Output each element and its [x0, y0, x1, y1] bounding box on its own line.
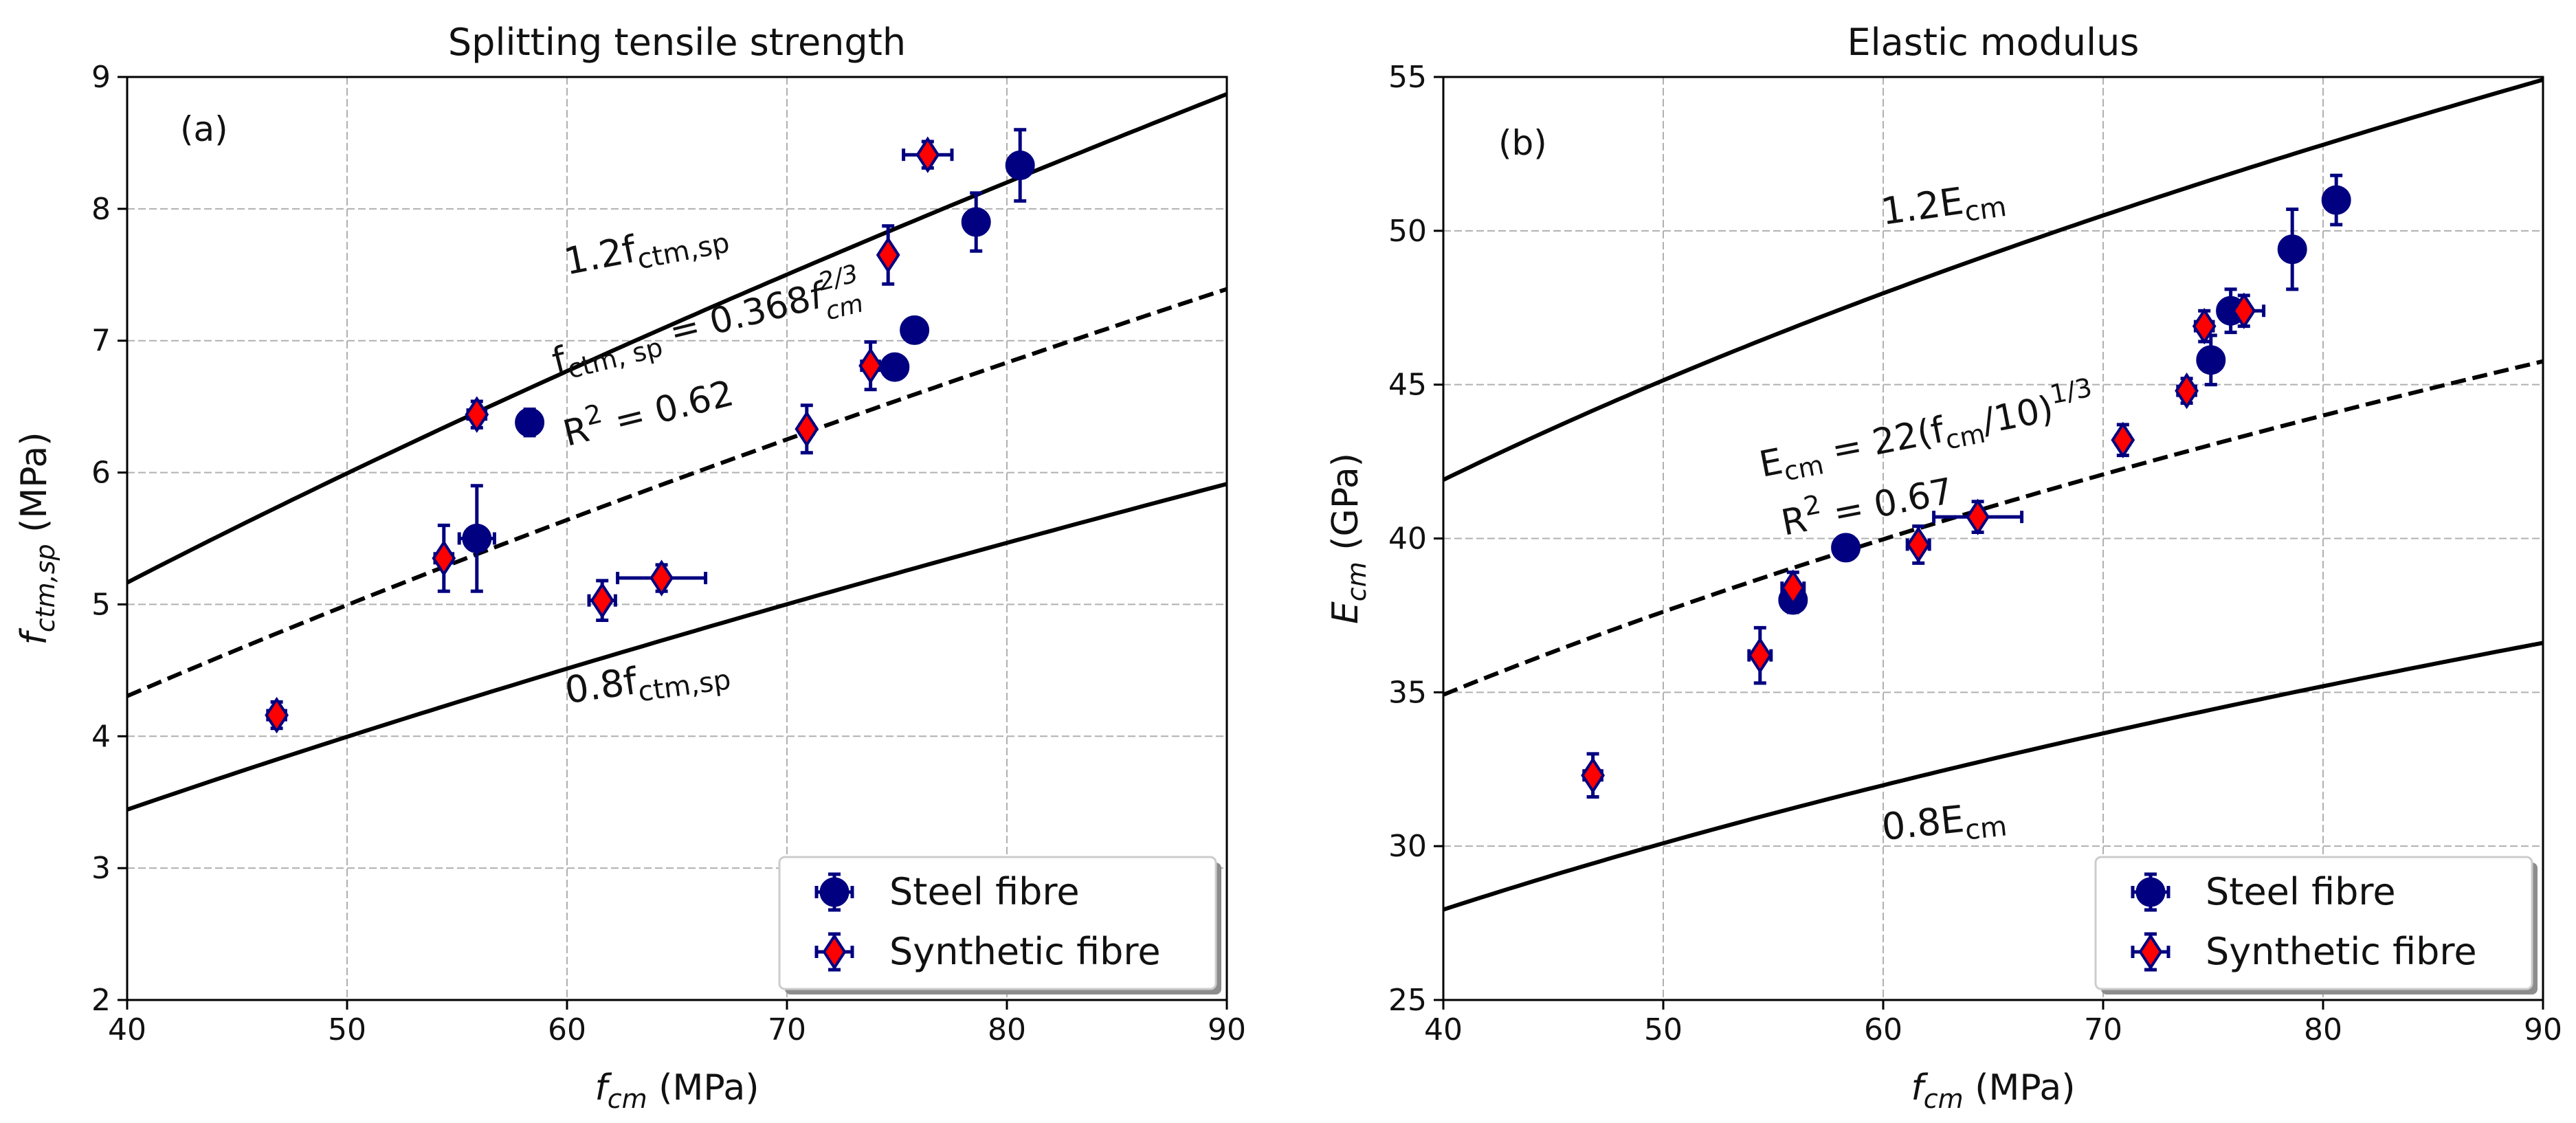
data-point-steel [880, 352, 910, 382]
data-point-synthetic [858, 347, 882, 384]
curve-lower-bound [127, 482, 1227, 812]
data-point-synthetic [1906, 526, 1931, 564]
legend-marker-synthetic [2138, 933, 2163, 970]
curve-fit [1443, 359, 2543, 697]
data-point-synthetic [649, 559, 674, 597]
y-tick-label: 7 [91, 324, 111, 359]
x-tick-label: 90 [2524, 1012, 2562, 1047]
y-tick-label: 45 [1388, 368, 1427, 403]
data-point-steel [900, 315, 930, 345]
y-axis-label: Ecm (GPa) [1325, 453, 1372, 624]
data-point-synthetic [915, 136, 940, 173]
panel-label: (b) [1498, 123, 1547, 163]
legend: Steel fibre Synthetic fibre [778, 856, 1221, 994]
y-tick-label: 2 [91, 983, 111, 1018]
data-point-synthetic [1966, 498, 1990, 535]
panel-a: 40 50 60 70 80 90 2 3 4 5 6 7 8 9 Splitting tensile st… [14, 21, 1246, 1114]
y-tick-label: 50 [1388, 214, 1427, 249]
x-tick-label: 80 [988, 1012, 1026, 1047]
data-point-synthetic [2175, 372, 2199, 410]
data-point-synthetic [1781, 569, 1806, 606]
chart-title: Splitting tensile strength [448, 21, 906, 64]
x-tick-label: 40 [108, 1012, 146, 1047]
annotation-upper-bound: 1.2Ecm [1878, 173, 2008, 239]
axes-frame [126, 76, 1228, 1001]
data-point-synthetic [2111, 421, 2135, 458]
y-tick-label: 35 [1388, 675, 1427, 710]
series-synthetic [1581, 292, 2266, 799]
data-point-synthetic [2192, 307, 2217, 345]
y-tick-label: 30 [1388, 829, 1427, 864]
data-point-synthetic [590, 582, 614, 619]
panel-b: 40 50 60 70 80 90 25 30 35 40 45 50 55 Elastic modulu… [1325, 21, 2562, 1114]
legend-box [778, 856, 1217, 990]
x-axis-label: fcm (MPa) [595, 1067, 759, 1114]
data-point-steel [2196, 345, 2226, 375]
x-tick-label: 40 [1424, 1012, 1463, 1047]
x-tick-label: 60 [1864, 1012, 1902, 1047]
y-tick-label: 25 [1388, 983, 1427, 1018]
y-tick-label: 55 [1388, 60, 1427, 95]
annotation-upper-bound: 1.2fctm,sp [560, 210, 732, 290]
data-point-steel [462, 524, 492, 553]
y-tick-label: 3 [91, 851, 111, 886]
x-tick-label: 70 [768, 1012, 806, 1047]
data-point-steel [1005, 151, 1035, 181]
data-point-synthetic [265, 696, 289, 734]
data-point-steel [2321, 185, 2351, 215]
data-point-synthetic [2232, 292, 2256, 329]
y-tick-label: 6 [91, 456, 111, 491]
y-tick-label: 40 [1388, 522, 1427, 557]
series-synthetic [265, 136, 954, 734]
x-tick-label: 80 [2304, 1012, 2342, 1047]
y-tick-label: 4 [91, 719, 111, 754]
x-tick-label: 50 [328, 1012, 366, 1047]
data-point-synthetic [1748, 636, 1773, 674]
legend-label: Steel fibre [889, 870, 1080, 913]
series-steel [457, 128, 1035, 593]
legend-label: Synthetic fibre [2206, 930, 2477, 973]
x-tick-label: 50 [1644, 1012, 1683, 1047]
data-point-steel [2277, 234, 2307, 265]
y-tick-label: 8 [91, 192, 111, 227]
annotation-fit-equation: fctm, sp = 0.368f2/3cm [546, 260, 868, 393]
y-tick-label: 5 [91, 587, 111, 622]
curve-lower-bound [1443, 641, 2543, 912]
data-point-steel [515, 408, 545, 438]
chart-title: Elastic modulus [1847, 21, 2140, 64]
data-point-steel [961, 207, 991, 237]
annotation-lower-bound: 0.8Ecm [1880, 793, 2009, 856]
annotation-fit-equation: Ecm = 22(fcm/10)1/3 [1755, 373, 2099, 491]
data-point-synthetic [795, 410, 819, 447]
legend-box [2094, 856, 2533, 990]
fit-subscript: cm [823, 289, 866, 326]
data-point-synthetic [1581, 757, 1605, 794]
y-axis-label: fctm,sp (MPa) [14, 432, 60, 645]
data-point-synthetic [465, 396, 489, 433]
x-tick-label: 70 [2084, 1012, 2122, 1047]
y-tick-label: 9 [91, 60, 111, 95]
curves [1443, 78, 2543, 912]
legend-marker-synthetic [822, 933, 847, 970]
annotation-lower-bound: 0.8fctm,sp [562, 646, 733, 718]
legend-label: Steel fibre [2206, 870, 2396, 913]
panel-label: (a) [180, 109, 228, 149]
legend: Steel fibre Synthetic fibre [2094, 856, 2538, 994]
legend-label: Synthetic fibre [889, 930, 1161, 973]
curve-upper-bound [1443, 78, 2543, 482]
curve-upper-bound [127, 92, 1227, 585]
data-point-steel [1831, 533, 1861, 563]
curves [127, 92, 1227, 812]
data-point-synthetic [432, 540, 456, 577]
x-tick-label: 90 [1208, 1012, 1246, 1047]
x-axis-label: fcm (MPa) [1911, 1067, 2075, 1114]
data-point-synthetic [876, 236, 900, 274]
legend-marker-steel [2135, 877, 2166, 907]
curve-fit [127, 287, 1227, 698]
legend-marker-steel [819, 877, 850, 907]
x-tick-label: 60 [548, 1012, 586, 1047]
